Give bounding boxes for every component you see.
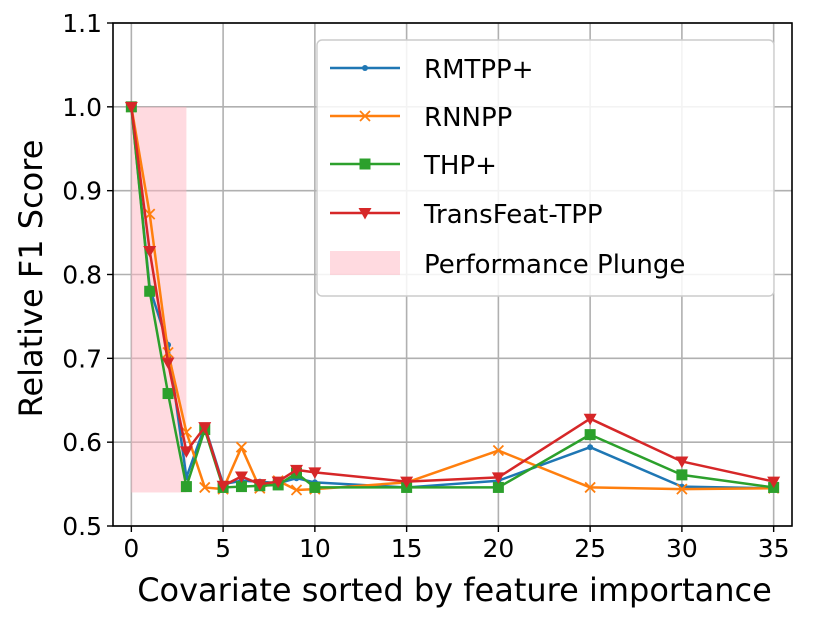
data-point	[199, 481, 211, 494]
legend-label: TransFeat-TPP	[423, 200, 603, 230]
data-point	[216, 480, 230, 493]
data-point	[584, 481, 596, 494]
data-point	[492, 481, 504, 493]
x-tick-label: 5	[215, 534, 231, 563]
legend: RMTPP+ RNNPP THP+ TransFeat-TPP Performance …	[316, 39, 775, 297]
x-axis-ticks: 0 5 10 15 20 25 30 35	[123, 526, 790, 563]
legend-box	[316, 39, 775, 297]
data-point	[253, 479, 267, 491]
data-point	[583, 413, 597, 426]
legend-item: TransFeat-TPP	[330, 200, 603, 230]
y-axis-ticks: 0.5 0.6 0.7 0.8 0.9 1.0 1.1	[62, 9, 113, 541]
data-point	[290, 464, 304, 477]
legend-item: THP+	[330, 151, 497, 181]
y-tick-label: 0.9	[62, 177, 102, 206]
legend-marker	[358, 208, 372, 220]
data-point	[162, 388, 174, 400]
x-tick-label: 20	[482, 534, 514, 563]
data-point	[124, 101, 138, 114]
data-point	[290, 484, 303, 496]
data-point	[144, 285, 156, 297]
legend-marker	[362, 65, 368, 71]
legend-label: RMTPP+	[424, 55, 534, 85]
legend-marker	[359, 158, 371, 170]
data-point	[143, 246, 157, 258]
series-line	[130, 106, 774, 489]
data-point	[675, 456, 689, 468]
data-point	[492, 444, 505, 457]
legend-label: THP+	[423, 151, 497, 181]
y-tick-label: 0.6	[62, 428, 102, 457]
series-transfeat-tpp	[124, 101, 781, 493]
data-point	[180, 481, 192, 493]
data-point	[400, 476, 414, 489]
data-point	[676, 469, 688, 481]
data-point	[235, 441, 248, 453]
x-tick-label: 25	[574, 534, 606, 563]
series-line	[130, 106, 774, 488]
data-point	[308, 467, 322, 479]
data-point	[587, 444, 594, 451]
x-tick-label: 0	[123, 534, 139, 563]
data-point	[491, 472, 505, 484]
legend-item: RMTPP+	[330, 55, 534, 85]
x-tick-label: 30	[666, 534, 698, 563]
series-lines	[124, 101, 781, 496]
y-tick-label: 1.1	[62, 9, 102, 38]
y-tick-label: 0.5	[62, 512, 102, 541]
data-point	[235, 481, 247, 493]
legend-area-swatch	[330, 251, 400, 275]
y-tick-label: 0.7	[62, 344, 102, 373]
data-point	[271, 476, 285, 489]
legend-label: Performance Plunge	[424, 250, 685, 280]
data-point	[767, 476, 781, 489]
data-point	[584, 429, 596, 441]
data-point	[676, 483, 688, 495]
x-tick-label: 35	[758, 534, 790, 563]
y-tick-label: 1.0	[62, 93, 102, 122]
data-point	[179, 446, 193, 458]
y-axis-title: Relative F1 Score	[12, 140, 50, 418]
data-point	[309, 481, 321, 493]
x-axis-title: Covariate sorted by feature importance	[137, 571, 772, 609]
data-point	[198, 422, 212, 434]
data-point	[161, 357, 175, 370]
x-tick-label: 15	[391, 534, 423, 563]
legend-marker	[359, 110, 371, 122]
legend-item: Performance Plunge	[330, 250, 685, 280]
x-tick-label: 10	[299, 534, 331, 563]
y-tick-label: 0.8	[62, 261, 102, 290]
legend-label: RNNPP	[424, 103, 512, 133]
data-point	[234, 471, 248, 484]
legend-item: RNNPP	[330, 103, 512, 133]
